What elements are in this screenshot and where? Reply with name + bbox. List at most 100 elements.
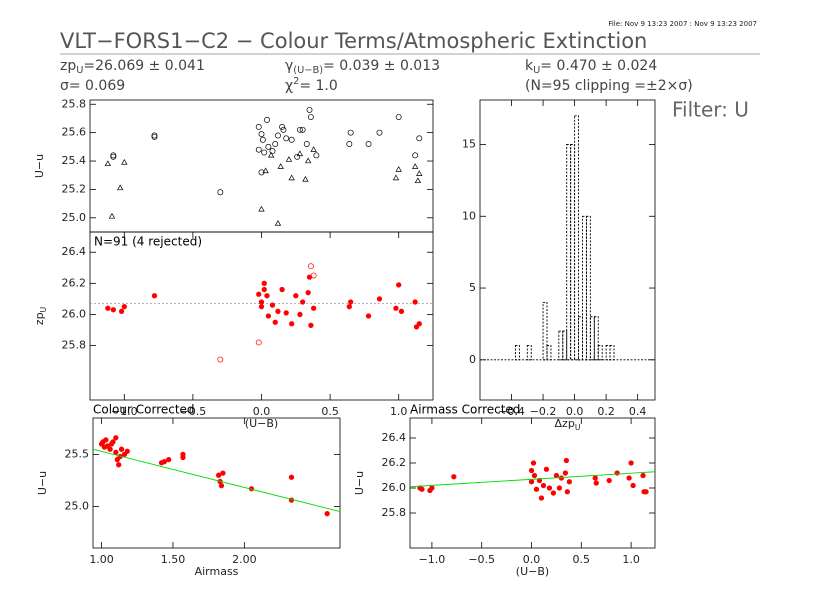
stat: (N=95 clipping =±2×σ) — [525, 78, 693, 94]
file-info: File: Nov 9 13:23 2007 : Nov 9 13:23 200… — [608, 20, 757, 28]
data-point — [411, 163, 419, 169]
data-point — [308, 322, 314, 328]
stat-text: σ= 0.069 — [60, 78, 125, 94]
y-tick-label: 25.8 — [62, 97, 87, 110]
data-point — [395, 166, 402, 172]
y-tick-label: 26.0 — [62, 307, 87, 320]
histogram-bar — [515, 345, 520, 361]
data-point — [288, 474, 295, 480]
data-point — [536, 477, 543, 484]
stat: zpU=26.069 ± 0.041 — [60, 58, 205, 76]
data-point — [313, 152, 320, 159]
y-tick-label: 26.4 — [62, 245, 87, 258]
data-point — [279, 286, 285, 293]
histogram-bar — [570, 144, 576, 361]
data-point — [110, 152, 117, 159]
data-point — [538, 495, 545, 501]
data-point — [103, 437, 109, 443]
x-tick-label: 0.0 — [566, 405, 584, 418]
data-point — [530, 460, 537, 466]
stat-sup: 2 — [293, 76, 299, 87]
data-point — [161, 459, 168, 465]
data-point — [116, 462, 122, 468]
data-point — [264, 116, 270, 123]
stat-text: zp — [60, 58, 76, 74]
data-point — [395, 114, 402, 120]
data-point — [416, 135, 423, 142]
stat-sub: U — [533, 65, 540, 76]
x-tick-label: 0.5 — [573, 553, 591, 566]
y-tick-label: 25.5 — [65, 447, 90, 460]
data-point — [288, 174, 295, 181]
data-point — [451, 474, 457, 480]
x-tick-label: −1.0 — [111, 405, 138, 418]
x-axis-label: ΔzpU — [555, 417, 581, 432]
y-axis-label-text: U−u — [353, 471, 366, 495]
data-point — [562, 470, 569, 476]
data-point — [255, 124, 262, 130]
data-point — [215, 472, 222, 478]
data-point — [628, 460, 634, 466]
data-point — [606, 477, 612, 484]
x-tick-label: −0.4 — [498, 405, 525, 418]
data-point — [269, 148, 276, 155]
data-point — [293, 293, 299, 299]
data-point — [218, 482, 225, 489]
x-axis-label-text: Δzp — [555, 417, 575, 430]
histogram-bar — [609, 345, 615, 361]
stat-rest: = 0.039 ± 0.013 — [323, 58, 440, 74]
data-point — [346, 304, 352, 310]
data-point — [279, 124, 286, 130]
y-axis-label: U−u — [36, 471, 49, 495]
data-point — [151, 132, 158, 139]
data-point — [269, 302, 276, 308]
y-tick-label: 25.8 — [382, 506, 407, 519]
data-point — [396, 282, 402, 288]
histogram-bar — [546, 345, 552, 361]
data-point — [302, 175, 309, 182]
x-axis-label: (U−B) — [245, 417, 278, 430]
fit-line — [409, 471, 656, 488]
y-tick-label: 25.4 — [62, 154, 87, 167]
data-point — [110, 307, 116, 313]
data-point — [365, 141, 372, 147]
data-point — [272, 141, 279, 147]
y-axis-label-sub: U — [39, 307, 48, 313]
histogram-bar — [542, 301, 548, 361]
data-point — [416, 321, 422, 327]
data-point — [267, 151, 275, 158]
data-point — [307, 114, 314, 120]
data-point — [261, 149, 268, 156]
data-point — [630, 482, 636, 489]
y-axis-label-text: U−u — [33, 154, 46, 178]
stat-rest: = 0.470 ± 0.024 — [540, 58, 657, 74]
data-point — [104, 160, 112, 167]
stat-rest: =26.069 ± 0.041 — [83, 58, 204, 74]
panel-title: Colour Corrected — [93, 403, 195, 417]
y-tick-label: 26.0 — [382, 481, 407, 494]
y-tick-label: 0 — [469, 353, 476, 366]
data-point — [151, 293, 158, 299]
plot-frame — [479, 99, 656, 401]
data-point — [592, 475, 598, 481]
data-point — [626, 475, 632, 481]
x-tick-label: 0.5 — [321, 405, 339, 418]
data-point — [566, 479, 572, 485]
data-point — [296, 126, 303, 133]
x-tick-label: 1.50 — [161, 553, 186, 566]
stat-sub: (U−B) — [293, 65, 323, 76]
data-point — [217, 189, 224, 196]
stat: χ2= 1.0 — [285, 76, 338, 94]
data-point — [303, 141, 310, 147]
data-point — [306, 106, 313, 113]
data-point — [299, 126, 306, 133]
data-point — [416, 170, 423, 176]
data-point — [528, 467, 535, 474]
data-point — [419, 486, 425, 492]
histogram-bar — [589, 316, 595, 361]
data-point — [393, 305, 399, 311]
data-point — [324, 511, 330, 517]
data-point — [116, 184, 124, 191]
